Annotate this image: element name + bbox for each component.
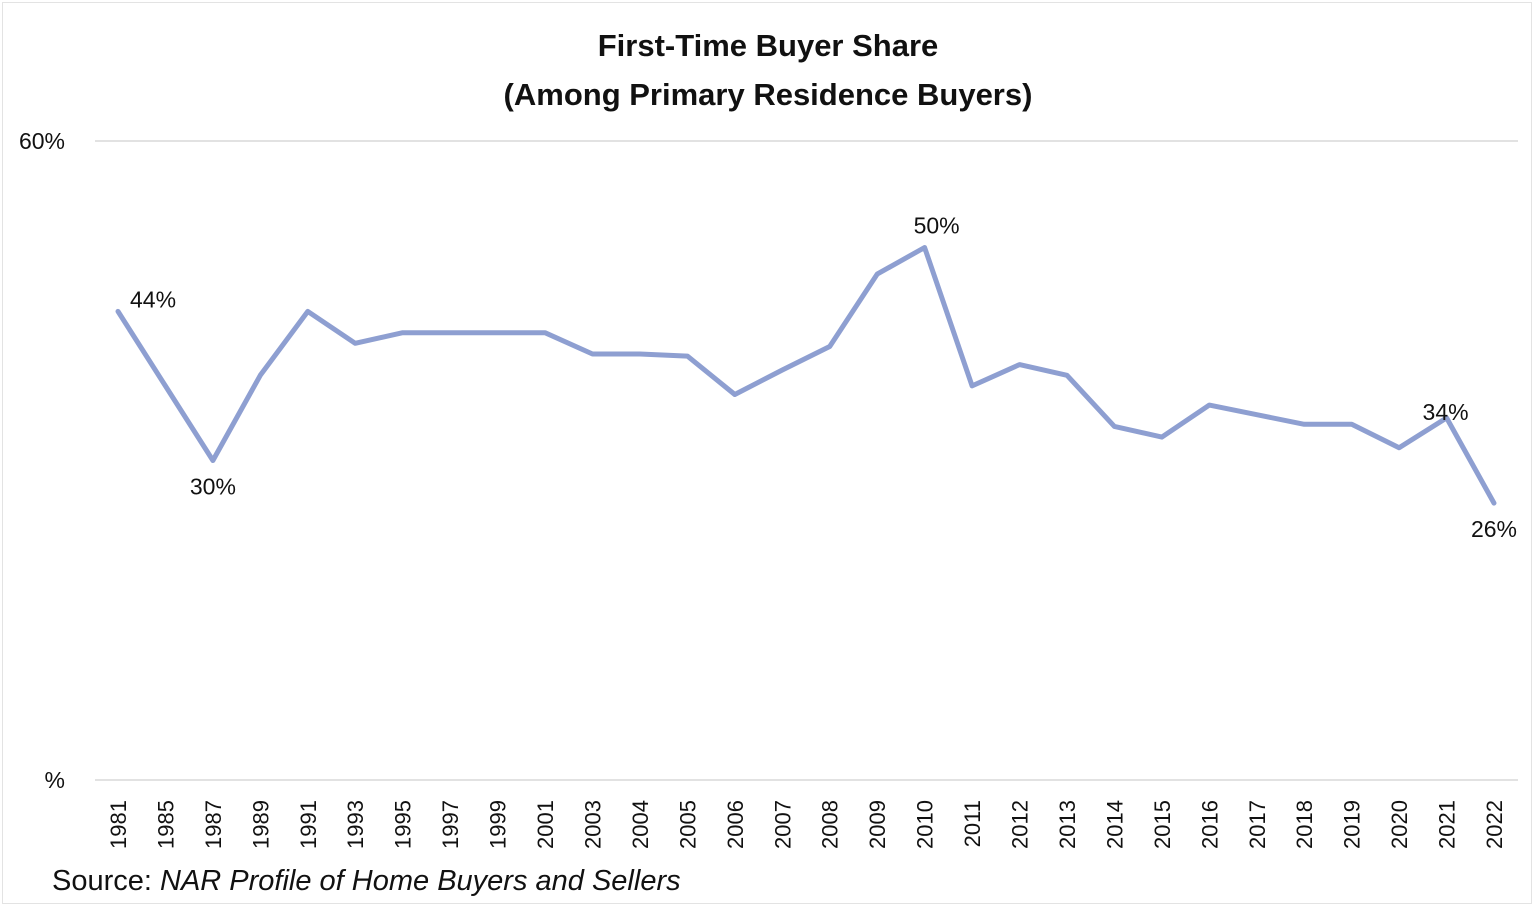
x-tick-label: 2022	[1482, 800, 1507, 849]
data-label: 44%	[130, 286, 176, 312]
x-tick-label: 2009	[865, 800, 890, 849]
x-tick-label: 2003	[580, 800, 605, 849]
x-tick-label: 2019	[1340, 800, 1365, 849]
x-tick-label: 2016	[1197, 800, 1222, 849]
x-tick-label: 1995	[391, 800, 416, 849]
x-tick-label: 1997	[438, 800, 463, 849]
x-tick-label: 2004	[628, 800, 653, 849]
x-tick-label: 2008	[818, 800, 843, 849]
x-tick-label: 1991	[296, 800, 321, 849]
x-tick-label: 2017	[1245, 800, 1270, 849]
x-tick-label: 2005	[675, 800, 700, 849]
data-label: 50%	[914, 213, 960, 239]
x-tick-label: 2006	[723, 800, 748, 849]
x-tick-label: 1981	[106, 800, 131, 849]
x-tick-label: 2018	[1292, 800, 1317, 849]
x-tick-label: 2012	[1008, 800, 1033, 849]
x-tick-label: 2011	[960, 800, 985, 847]
x-tick-labels: 1981 1985 1987 1989 1991 1993 1995 1997 1999 2001…	[106, 800, 1507, 849]
chart-title-line-2: (Among Primary Residence Buyers)	[504, 77, 1033, 112]
x-tick-label: 1985	[153, 800, 178, 849]
data-label: 34%	[1423, 399, 1469, 425]
source-note: Source: NAR Profile of Home Buyers and S…	[52, 865, 681, 897]
x-tick-label: 2001	[533, 800, 558, 849]
data-label: 30%	[190, 474, 236, 500]
x-tick-label: 2013	[1055, 800, 1080, 849]
x-tick-label: 2007	[770, 800, 795, 849]
x-tick-label: 1989	[248, 800, 273, 849]
x-tick-label: 1987	[201, 800, 226, 849]
y-tick-label-bottom: %	[45, 767, 65, 793]
chart-title-line-1: First-Time Buyer Share	[598, 28, 939, 63]
x-tick-label: 2014	[1102, 800, 1127, 849]
y-tick-label-top: 60%	[19, 128, 65, 154]
x-tick-label: 2010	[913, 800, 938, 849]
x-tick-label: 2020	[1387, 800, 1412, 849]
x-tick-label: 2015	[1150, 800, 1175, 849]
data-label: 26%	[1471, 516, 1517, 542]
data-labels: 44% 30% 50% 34% 26%	[130, 213, 1517, 543]
source-name: NAR Profile of Home Buyers and Sellers	[160, 865, 681, 897]
series-line	[115, 245, 1497, 506]
x-tick-label: 1993	[343, 800, 368, 849]
x-tick-label: 1999	[486, 800, 511, 849]
x-tick-label: 2021	[1435, 800, 1460, 849]
series-group	[115, 245, 1497, 506]
source-prefix: Source:	[52, 865, 160, 897]
